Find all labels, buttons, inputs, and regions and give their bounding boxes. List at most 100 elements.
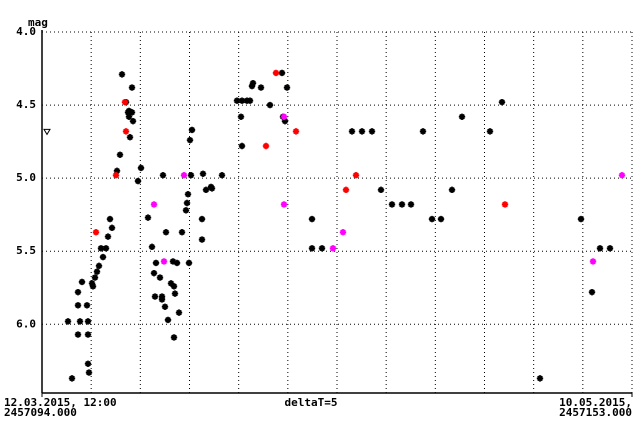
data-point bbox=[137, 164, 145, 172]
data-point bbox=[150, 269, 158, 277]
data-point bbox=[182, 207, 190, 214]
data-point bbox=[180, 172, 188, 179]
data-point bbox=[368, 128, 376, 135]
data-point bbox=[170, 283, 178, 290]
data-point bbox=[208, 185, 216, 192]
data-point bbox=[68, 375, 76, 382]
data-point bbox=[486, 128, 494, 135]
data-point bbox=[160, 258, 168, 265]
data-point bbox=[85, 369, 93, 376]
data-point bbox=[64, 318, 72, 325]
data-point bbox=[188, 126, 196, 134]
data-point bbox=[97, 245, 105, 252]
data-point bbox=[91, 274, 99, 281]
data-point bbox=[158, 296, 166, 303]
data-point bbox=[161, 303, 169, 310]
data-point bbox=[437, 215, 445, 223]
data-point bbox=[106, 215, 114, 223]
data-point bbox=[162, 229, 170, 236]
data-point bbox=[95, 262, 103, 270]
data-point bbox=[536, 375, 544, 382]
data-point bbox=[199, 170, 207, 177]
data-point bbox=[339, 229, 347, 236]
data-point bbox=[358, 128, 366, 135]
data-point bbox=[498, 98, 506, 106]
data-point bbox=[257, 84, 265, 91]
data-point bbox=[113, 167, 121, 175]
data-point bbox=[76, 318, 84, 325]
data-point bbox=[183, 199, 191, 207]
x-tick-label: 12.03.2015, 12:00 bbox=[4, 396, 117, 409]
data-point bbox=[128, 84, 136, 91]
data-point bbox=[89, 283, 97, 290]
data-point bbox=[308, 215, 316, 223]
data-point bbox=[144, 214, 152, 221]
data-point bbox=[88, 280, 96, 287]
data-point bbox=[93, 268, 101, 275]
data-point bbox=[169, 258, 177, 265]
data-point bbox=[185, 259, 193, 267]
data-point bbox=[84, 331, 92, 338]
data-point bbox=[84, 318, 92, 325]
data-point bbox=[283, 84, 291, 91]
data-point bbox=[238, 97, 246, 104]
data-point bbox=[186, 136, 194, 144]
data-point bbox=[116, 151, 124, 158]
data-point bbox=[184, 191, 192, 198]
data-point bbox=[159, 172, 167, 179]
x-tick-label: 10.05.2015, bbox=[559, 396, 632, 409]
data-point bbox=[74, 288, 82, 296]
data-point bbox=[233, 97, 241, 104]
data-point bbox=[280, 201, 288, 208]
data-point bbox=[122, 128, 130, 135]
data-point bbox=[458, 113, 466, 120]
data-point bbox=[178, 229, 186, 236]
y-tick-label: 4.5 bbox=[16, 98, 36, 111]
data-point bbox=[428, 215, 436, 223]
data-point bbox=[104, 233, 112, 240]
data-point bbox=[266, 101, 274, 109]
data-point bbox=[249, 79, 257, 87]
data-point bbox=[272, 69, 280, 77]
data-point bbox=[92, 229, 100, 236]
data-point bbox=[198, 236, 206, 243]
data-point bbox=[126, 134, 134, 141]
data-point bbox=[173, 259, 181, 267]
data-point bbox=[238, 142, 246, 150]
data-point bbox=[167, 280, 175, 287]
data-point bbox=[329, 245, 337, 252]
data-point bbox=[352, 172, 360, 179]
data-point bbox=[150, 201, 158, 208]
data-point bbox=[280, 113, 288, 120]
data-point bbox=[588, 288, 596, 296]
data-point bbox=[262, 142, 270, 150]
data-point bbox=[152, 259, 160, 267]
data-point bbox=[348, 128, 356, 135]
x-tick-sublabel: 2457094.000 bbox=[4, 406, 77, 419]
data-point bbox=[108, 224, 116, 232]
x-tick-sublabel: 2457153.000 bbox=[559, 406, 632, 419]
data-point bbox=[501, 201, 509, 208]
data-point bbox=[112, 172, 120, 179]
data-point bbox=[118, 71, 126, 78]
limit-marker bbox=[43, 128, 51, 136]
data-point bbox=[292, 128, 300, 135]
data-point bbox=[308, 245, 316, 252]
data-point bbox=[388, 201, 396, 208]
data-point bbox=[448, 186, 456, 194]
data-point bbox=[156, 274, 164, 281]
data-point bbox=[102, 245, 110, 252]
data-point bbox=[577, 215, 585, 223]
data-point bbox=[198, 215, 206, 223]
data-point bbox=[419, 128, 427, 135]
data-point bbox=[606, 245, 614, 252]
data-point bbox=[125, 107, 133, 115]
y-tick-label: 5.0 bbox=[16, 171, 36, 184]
data-point bbox=[237, 113, 245, 120]
data-point bbox=[128, 109, 136, 116]
data-point bbox=[84, 360, 92, 367]
data-point bbox=[78, 278, 86, 286]
data-point bbox=[218, 172, 226, 179]
